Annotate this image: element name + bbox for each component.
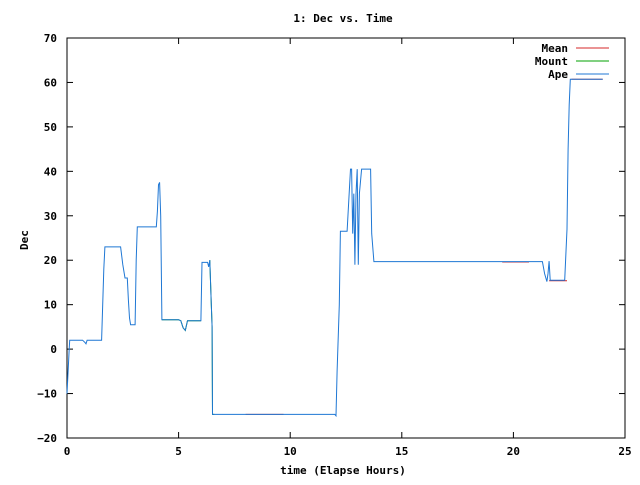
y-tick-label: −10 — [37, 388, 57, 401]
x-tick-label: 15 — [395, 445, 408, 458]
y-tick-label: 50 — [44, 121, 57, 134]
series-ape-line — [66, 78, 603, 418]
x-tick-label: 25 — [618, 445, 631, 458]
y-tick-label: 20 — [44, 254, 57, 267]
x-tick-label: 10 — [284, 445, 297, 458]
y-axis-label: Dec — [18, 230, 31, 250]
x-tick-label: 5 — [175, 445, 182, 458]
chart-title: 1: Dec vs. Time — [293, 12, 393, 25]
y-tick-label: 0 — [50, 343, 57, 356]
plot-frame — [66, 37, 626, 439]
x-axis-label: time (Elapse Hours) — [280, 464, 406, 477]
y-tick-label: 30 — [44, 210, 57, 223]
x-tick-label: 0 — [64, 445, 71, 458]
axis-ticks: 0 5 10 15 20 25 −20 −10 0 10 20 30 40 50 60 70 — [37, 32, 632, 458]
x-tick-label: 20 — [507, 445, 520, 458]
legend-label-mount: Mount — [535, 55, 568, 68]
y-tick-label: 60 — [44, 76, 57, 89]
y-tick-label: 40 — [44, 165, 57, 178]
legend-label-mean: Mean — [542, 42, 569, 55]
legend-label-ape: Ape — [548, 68, 568, 81]
y-tick-label: −20 — [37, 432, 57, 445]
y-tick-label: 70 — [44, 32, 57, 45]
series-layer — [66, 78, 603, 418]
y-tick-label: 10 — [44, 299, 57, 312]
